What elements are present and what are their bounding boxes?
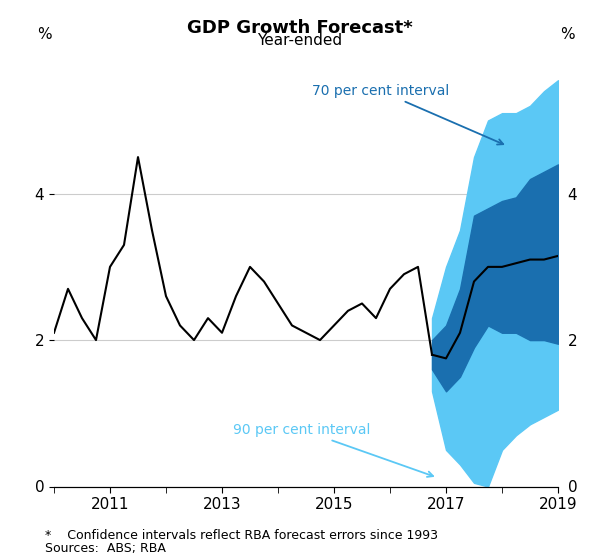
Text: %: % (560, 27, 575, 42)
Text: Year-ended: Year-ended (257, 33, 343, 48)
Text: 70 per cent interval: 70 per cent interval (311, 84, 503, 145)
Text: Sources:  ABS; RBA: Sources: ABS; RBA (45, 542, 166, 555)
Text: GDP Growth Forecast*: GDP Growth Forecast* (187, 19, 413, 37)
Text: %: % (37, 27, 52, 42)
Text: *    Confidence intervals reflect RBA forecast errors since 1993: * Confidence intervals reflect RBA forec… (45, 529, 438, 542)
Text: 90 per cent interval: 90 per cent interval (233, 423, 433, 477)
